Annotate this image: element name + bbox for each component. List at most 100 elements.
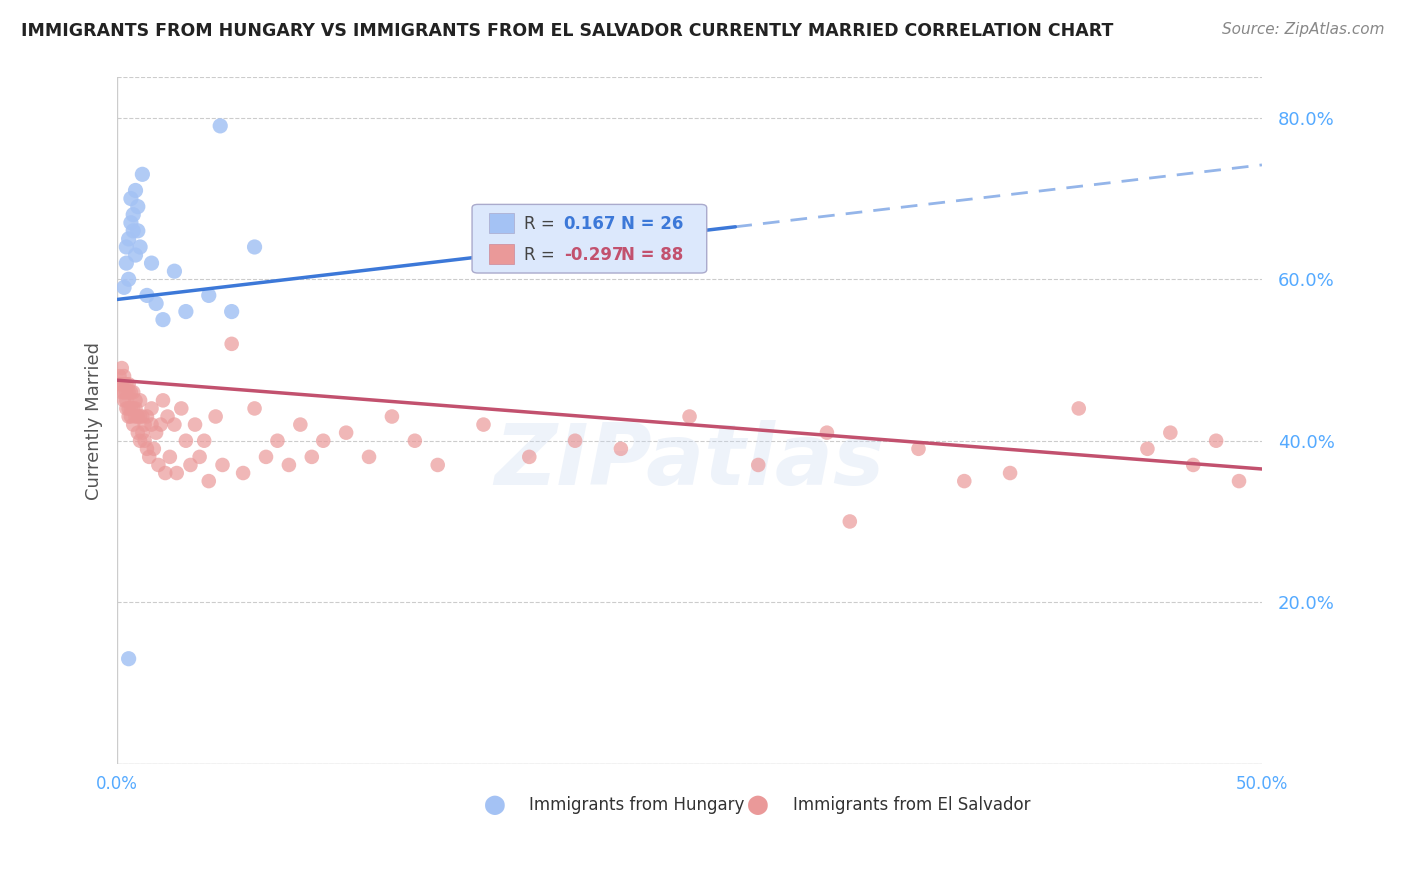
Point: [998, 466, 1021, 480]
Point: [209, 119, 232, 133]
Point: [127, 200, 149, 214]
Point: [141, 401, 163, 416]
Point: [381, 409, 404, 424]
Point: [610, 442, 633, 456]
Point: [129, 434, 152, 448]
Point: [155, 466, 177, 480]
Point: [124, 401, 146, 416]
Point: [145, 296, 167, 310]
Point: [117, 377, 139, 392]
Point: [111, 377, 134, 392]
Text: ⬤: ⬤: [484, 795, 506, 814]
Point: [120, 401, 142, 416]
Point: [335, 425, 357, 440]
Point: [586, 208, 609, 222]
Text: N = 88: N = 88: [621, 245, 683, 264]
Point: [115, 385, 138, 400]
Point: [357, 450, 380, 464]
Text: -0.297: -0.297: [564, 245, 623, 264]
Point: [254, 450, 277, 464]
Point: [127, 409, 149, 424]
FancyBboxPatch shape: [472, 204, 707, 273]
Point: [120, 409, 142, 424]
Point: [907, 442, 929, 456]
Point: [145, 425, 167, 440]
Point: [426, 458, 449, 472]
Point: [815, 425, 838, 440]
Point: [117, 385, 139, 400]
Point: [131, 409, 153, 424]
Point: [111, 361, 134, 376]
Point: [115, 393, 138, 408]
Point: [174, 434, 197, 448]
Point: [115, 377, 138, 392]
Point: [290, 417, 312, 432]
Point: [184, 417, 207, 432]
Point: [115, 240, 138, 254]
Point: [678, 409, 700, 424]
Text: 0.167: 0.167: [564, 215, 616, 233]
Point: [174, 304, 197, 318]
Point: [134, 417, 156, 432]
Point: [1136, 442, 1159, 456]
Point: [166, 466, 188, 480]
Point: [112, 385, 135, 400]
Point: [243, 240, 266, 254]
Point: [141, 256, 163, 270]
Point: [517, 450, 540, 464]
Point: [117, 409, 139, 424]
Y-axis label: Currently Married: Currently Married: [86, 342, 103, 500]
Point: [838, 515, 860, 529]
Point: [124, 393, 146, 408]
Point: [747, 458, 769, 472]
Point: [211, 458, 233, 472]
Point: [136, 288, 159, 302]
Point: [120, 192, 142, 206]
Point: [112, 377, 135, 392]
Point: [127, 224, 149, 238]
Text: N = 26: N = 26: [621, 215, 683, 233]
Point: [1159, 425, 1181, 440]
Point: [1205, 434, 1227, 448]
Point: [197, 288, 219, 302]
Point: [179, 458, 201, 472]
Point: [152, 312, 174, 326]
Point: [221, 304, 243, 318]
Text: ⬤: ⬤: [748, 795, 769, 814]
Point: [156, 409, 179, 424]
Point: [134, 434, 156, 448]
Bar: [489, 213, 515, 234]
Point: [404, 434, 426, 448]
Point: [170, 401, 193, 416]
Text: R =: R =: [523, 245, 554, 264]
Point: [122, 224, 145, 238]
Point: [193, 434, 215, 448]
Text: R =: R =: [523, 215, 554, 233]
Point: [1067, 401, 1090, 416]
Point: [112, 280, 135, 294]
Point: [1227, 474, 1250, 488]
Point: [953, 474, 976, 488]
Point: [204, 409, 226, 424]
Point: [115, 256, 138, 270]
Point: [117, 232, 139, 246]
Point: [131, 425, 153, 440]
Point: [117, 272, 139, 286]
Point: [112, 393, 135, 408]
Text: IMMIGRANTS FROM HUNGARY VS IMMIGRANTS FROM EL SALVADOR CURRENTLY MARRIED CORRELA: IMMIGRANTS FROM HUNGARY VS IMMIGRANTS FR…: [21, 22, 1114, 40]
Point: [122, 401, 145, 416]
Text: ZIPatlas: ZIPatlas: [495, 420, 884, 503]
Point: [152, 393, 174, 408]
Point: [124, 184, 146, 198]
Point: [159, 450, 181, 464]
Point: [117, 401, 139, 416]
Point: [129, 409, 152, 424]
Point: [142, 442, 165, 456]
Point: [124, 409, 146, 424]
Text: Immigrants from Hungary: Immigrants from Hungary: [529, 796, 745, 814]
Point: [129, 240, 152, 254]
Point: [124, 248, 146, 262]
Point: [120, 216, 142, 230]
Point: [129, 393, 152, 408]
Point: [277, 458, 299, 472]
